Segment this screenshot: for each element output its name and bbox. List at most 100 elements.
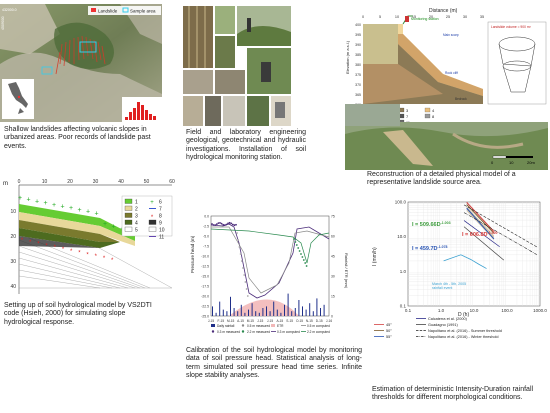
calib-rain-bar: [255, 311, 257, 316]
calib-measured-point: [236, 232, 238, 234]
calib-rain-bar: [233, 308, 235, 316]
model-star-marker: *: [29, 240, 32, 246]
calib-y-left-tick: -12.5: [201, 265, 209, 269]
thr-legend-label: Guadagno (1991): [428, 323, 459, 327]
calib-rain-bar: [219, 301, 221, 316]
section-x-tick: 10: [395, 15, 399, 19]
model-star-marker: *: [45, 243, 48, 249]
calib-legend-swatch: [271, 324, 275, 327]
calib-rain-bar: [222, 309, 224, 316]
model-x-tick: 20: [67, 179, 73, 185]
calib-rain-bar: [240, 304, 242, 316]
calib-rain-bar: [266, 306, 267, 316]
model-legend-swatch: [124, 219, 133, 225]
calib-legend-label: 0.3 m computed: [277, 330, 300, 334]
model-star-marker: *: [86, 252, 89, 258]
legend-landslide: Landslide: [98, 9, 118, 14]
calib-rain-bar: [287, 293, 289, 316]
threshold-panel: I (mm/h) D (h) 0.1 1.0 10.0 100.0 1000.0 100…: [370, 196, 550, 348]
pressure-head-chart: Pressure head (m) Rainfall / ETR (mm) 0.…: [189, 213, 349, 341]
model-legend-label: 1: [135, 200, 138, 206]
section-legend-swatch: [424, 113, 431, 119]
calib-measured-point: [231, 223, 234, 226]
model-x-tick: 30: [93, 179, 99, 185]
calib-measured-point: [244, 281, 247, 283]
landslide-3d-sketch: [498, 36, 536, 93]
model-x-tick: 40: [118, 179, 124, 185]
model-plus-marker: +: [18, 195, 22, 202]
caption-field: Field and laboratory engineering geologi…: [186, 129, 306, 162]
calib-y-left-tick: -22.5: [201, 305, 209, 309]
caption-threshold: Estimation of deterministic Intensity-Du…: [372, 386, 534, 402]
calib-legend-label: 0.3 m measured: [217, 330, 240, 334]
calib-measured-point: [300, 253, 302, 255]
section-y-tick: 395: [355, 33, 361, 37]
thr-y-label: I (mm/h): [372, 247, 378, 266]
model-plus-marker: +: [94, 210, 98, 217]
thr-legend-label: 50°: [386, 329, 392, 333]
calib-measured-point: [227, 222, 229, 225]
svg-text:10: 10: [509, 160, 514, 165]
calib-rain-bar: [291, 311, 293, 316]
calib-measured-point: [223, 224, 226, 227]
calib-y-left-tick: -25.0: [201, 315, 209, 319]
model-legend-swatch: [148, 219, 157, 225]
calib-y-left-tick: -2.5: [203, 225, 209, 229]
thr-y-tick: 0.1: [400, 304, 407, 309]
thr-x-tick: 10.0: [470, 308, 479, 313]
model-star-markers: * * * * * * * * * * * *: [21, 238, 114, 264]
calib-y-left-label: Pressure head (m): [190, 235, 195, 273]
calib-x-tick: A-15: [237, 319, 244, 323]
calib-rain-bar: [276, 309, 278, 316]
calib-measured-point: [293, 238, 295, 240]
section-y-label: Elevation (m a.s.l.): [345, 40, 350, 74]
calib-rain-bar: [215, 312, 217, 316]
calib-measured-point: [212, 224, 215, 226]
thr-x-label: D (h): [458, 312, 469, 318]
rainfall-event-line: [443, 254, 487, 269]
model-unit: m: [3, 181, 8, 187]
calib-x-tick: M-15: [247, 319, 254, 323]
calib-y-right-tick: 30: [331, 275, 335, 279]
reconstruction-panel: Distance (m) 0 5 10 15 20 25 30 35 400 395 390 385…: [343, 4, 548, 170]
calib-y-right-tick: 15: [331, 295, 335, 299]
calib-legend-swatch: [211, 324, 215, 327]
landslide-map: Landslide Sample area 432000.0 4509000 4…: [0, 4, 162, 122]
bedrock-label: Bedrock: [455, 97, 467, 101]
svg-text:0: 0: [491, 160, 494, 165]
threshold-line-50: [466, 204, 495, 234]
model-layer-1: [19, 204, 135, 241]
thr-y-tick: 100.0: [395, 200, 407, 205]
model-legend-swatch: [124, 205, 133, 211]
section-y-tick: 370: [355, 83, 361, 87]
threshold-line-calcaterra: [463, 220, 500, 248]
landslide-volume-label: Landslide volume = 900 m³: [491, 25, 532, 29]
model-star-marker: *: [111, 258, 114, 264]
model-legend-swatch: [124, 198, 133, 204]
calib-rain-bar: [309, 303, 311, 316]
calib-etr-area: [229, 299, 299, 316]
threshold-line-55: [466, 207, 495, 240]
caption-reconstruction: Reconstruction of a detailed physical mo…: [367, 171, 516, 187]
calib-rain-bar: [280, 312, 282, 316]
section-x-tick: 5: [379, 15, 381, 19]
model-legend-label: 9: [159, 221, 162, 227]
calib-x-tick: J-15: [267, 319, 273, 323]
model-plus-marker: +: [103, 221, 107, 228]
section-y-tick: 385: [355, 53, 361, 57]
calibration-legend: Daily rainfall 0.3 m measured 0.5 m measur…: [211, 324, 330, 334]
model-star-marker: *: [37, 242, 40, 248]
calib-measured-point: [301, 256, 304, 258]
model-plus-marker: +: [77, 207, 81, 214]
calib-x-tick: J-15: [208, 319, 214, 323]
model-x-tick: 50: [144, 179, 150, 185]
model-star-marker: *: [103, 256, 106, 262]
calib-x-tick: S-15: [286, 319, 293, 323]
calib-measured-point: [294, 241, 297, 243]
calib-rain-bar: [262, 308, 264, 316]
calib-measured-point: [228, 221, 231, 224]
thr-legend-label: Napolitano et al. (2016) - Winter thresh…: [428, 335, 499, 339]
calib-y-left-tick: -20.0: [201, 295, 209, 299]
